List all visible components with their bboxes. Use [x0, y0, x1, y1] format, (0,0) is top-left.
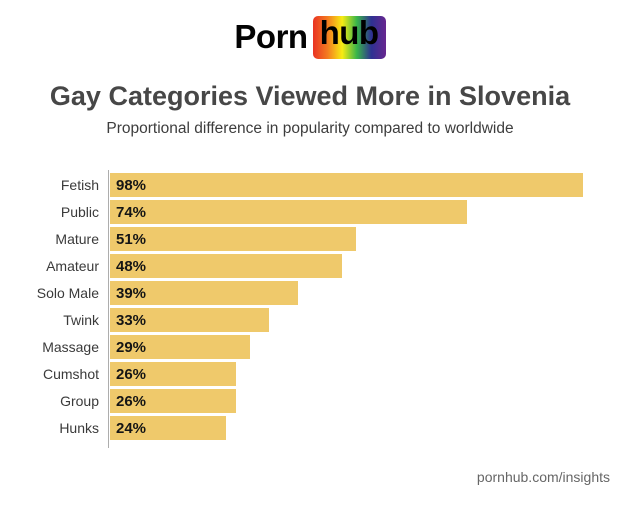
bar: 51%: [110, 227, 357, 251]
bar: 24%: [110, 416, 226, 440]
bar: 98%: [110, 173, 584, 197]
page-subtitle: Proportional difference in popularity co…: [106, 120, 514, 137]
chart-row: Cumshot 26%: [0, 362, 620, 386]
category-label: Mature: [55, 231, 99, 247]
category-label: Hunks: [59, 420, 99, 436]
category-label: Massage: [42, 339, 99, 355]
value-label: 98%: [116, 176, 147, 194]
logo-text-hub: hub: [319, 13, 379, 51]
bar: 33%: [110, 308, 270, 332]
bar: 39%: [110, 281, 299, 305]
category-label: Amateur: [46, 258, 99, 274]
category-label: Twink: [63, 312, 99, 328]
bar: 26%: [110, 362, 236, 386]
category-label: Group: [60, 393, 99, 409]
value-label: 33%: [116, 311, 147, 329]
value-label: 24%: [116, 419, 147, 437]
value-label: 26%: [116, 365, 147, 383]
category-label: Public: [60, 204, 99, 220]
chart-row: Amateur 48%: [0, 254, 620, 278]
value-label: 74%: [116, 203, 147, 221]
value-label: 48%: [116, 257, 147, 275]
page-title: Gay Categories Viewed More in Slovenia: [49, 81, 571, 111]
chart-row: Solo Male 39%: [0, 281, 620, 305]
chart-row: Fetish 98%: [0, 173, 620, 197]
value-label: 51%: [116, 230, 147, 248]
chart-row: Mature 51%: [0, 227, 620, 251]
logo-wordmark: Porn hub: [0, 15, 620, 59]
chart-row: Group 26%: [0, 389, 620, 413]
category-label: Cumshot: [42, 366, 99, 382]
category-label: Fetish: [60, 177, 99, 193]
bar-chart: Fetish 98% Public 74% Mature 51% Amateur…: [0, 170, 620, 448]
bar: 74%: [110, 200, 468, 224]
chart-row: Hunks 24%: [0, 416, 620, 440]
chart-row: Twink 33%: [0, 308, 620, 332]
bar: 29%: [110, 335, 251, 359]
value-label: 29%: [116, 338, 147, 356]
category-label: Solo Male: [36, 285, 99, 301]
axis-line: [108, 170, 109, 448]
chart-row: Public 74%: [0, 200, 620, 224]
footer-url: pornhub.com/insights: [476, 469, 610, 485]
infographic: Porn hub Gay Categories Viewed More in S…: [0, 15, 620, 485]
logo-text-porn: Porn: [234, 18, 308, 55]
value-label: 26%: [116, 392, 147, 410]
bar: 26%: [110, 389, 236, 413]
bar: 48%: [110, 254, 342, 278]
value-label: 39%: [116, 284, 147, 302]
chart-row: Massage 29%: [0, 335, 620, 359]
logo-hub-box: hub: [312, 13, 386, 59]
